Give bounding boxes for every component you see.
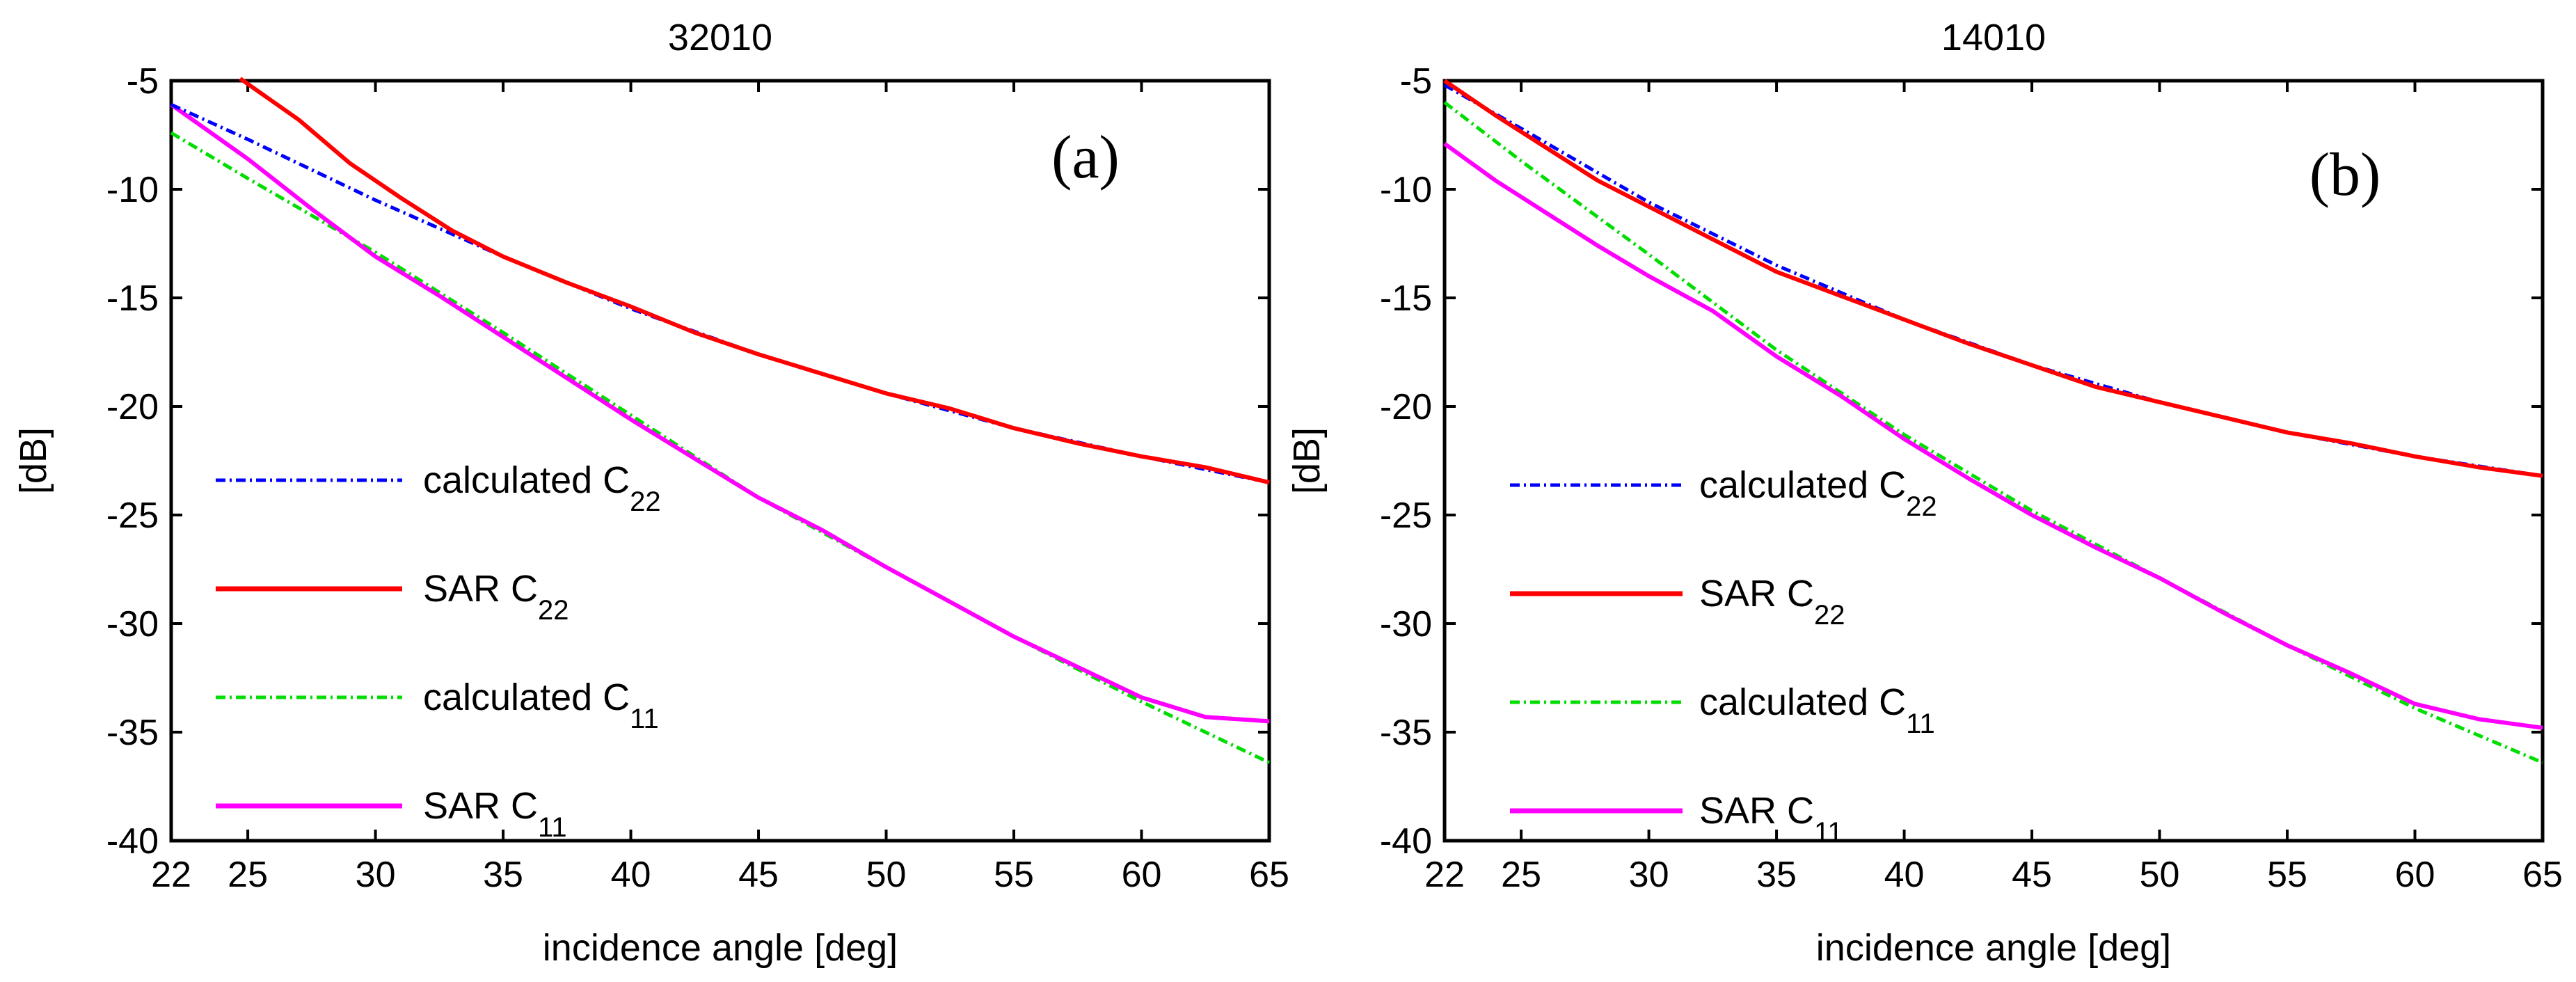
x-tick-label: 50 [2140, 855, 2180, 895]
x-axis-label: incidence angle [deg] [543, 927, 898, 969]
legend-subscript: 11 [538, 812, 567, 843]
y-tick-label: -10 [1380, 170, 1432, 210]
y-tick-label: -35 [106, 713, 159, 753]
y-tick-label: -15 [1380, 278, 1432, 319]
y-tick-label: -40 [1380, 821, 1432, 862]
legend-subscript: 22 [1814, 600, 1845, 631]
y-tick-label: -40 [106, 821, 159, 862]
x-tick-label: 60 [1122, 855, 1162, 895]
x-tick-label: 65 [1249, 855, 1289, 895]
x-tick-label: 30 [1629, 855, 1669, 895]
legend-subscript: 22 [630, 486, 661, 517]
y-tick-label: -25 [1380, 496, 1432, 536]
series-line-calculated-c22 [1443, 84, 2543, 478]
x-tick-label: 40 [611, 855, 651, 895]
y-tick-label: -5 [127, 61, 159, 102]
y-axis-label: [dB] [13, 427, 54, 494]
y-tick-label: -30 [1380, 604, 1432, 644]
series-line-sar-c11 [1443, 142, 2543, 730]
series-line-sar-c22 [239, 77, 1270, 485]
x-tick-label: 45 [2012, 855, 2052, 895]
x-tick-label: 35 [483, 855, 523, 895]
y-tick-label: -30 [106, 604, 159, 644]
y-tick-label: -20 [1380, 387, 1432, 427]
legend-subscript: 11 [630, 704, 659, 734]
x-tick-label: 35 [1756, 855, 1797, 895]
legend-subscript: 22 [538, 595, 569, 626]
plot-frame [169, 79, 1271, 843]
x-axis-label: incidence angle [deg] [1816, 927, 2171, 969]
panel-label: (a) [1051, 124, 1120, 191]
x-tick-label: 25 [1501, 855, 1541, 895]
x-tick-label: 45 [738, 855, 779, 895]
x-tick-label: 40 [1884, 855, 1925, 895]
chart-panel-b: 22 25 30 35 40 45 50 55 60 65 -5 -10 -15 -20 -25 -30 -35… [1286, 17, 2563, 969]
chart-title: 14010 [1941, 17, 2046, 58]
x-tick-label: 55 [2267, 855, 2307, 895]
y-tick-label: -20 [106, 387, 159, 427]
y-tick-label: -35 [1380, 713, 1432, 753]
chart-panel-a: 22 25 30 35 40 45 50 55 60 65 -5 -10 -15 -20 -25 -30 -35… [13, 17, 1289, 969]
x-tick-label: 65 [2522, 855, 2563, 895]
legend-subscript: 11 [1906, 708, 1935, 739]
x-tick-label: 30 [356, 855, 396, 895]
panel-label: (b) [2309, 141, 2381, 209]
x-tick-label: 50 [866, 855, 907, 895]
x-tick-label: 55 [994, 855, 1034, 895]
y-tick-label: -25 [106, 496, 159, 536]
chart-title: 32010 [668, 17, 772, 58]
y-tick-label: -10 [106, 170, 159, 210]
x-tick-label: 22 [1424, 855, 1465, 895]
series-line-sar-c11 [170, 102, 1270, 724]
legend-subscript: 22 [1906, 491, 1937, 522]
y-axis-label: [dB] [1286, 427, 1328, 494]
x-tick-label: 60 [2395, 855, 2435, 895]
y-tick-label: -5 [1400, 61, 1432, 102]
y-tick-label: -15 [106, 278, 159, 319]
x-tick-label: 25 [228, 855, 268, 895]
series-line-sar-c22 [1443, 79, 2543, 478]
legend-subscript: 11 [1814, 817, 1843, 848]
x-tick-label: 22 [151, 855, 191, 895]
series-line-calculated-c11 [1443, 101, 2543, 765]
plot-frame [1442, 79, 2545, 843]
